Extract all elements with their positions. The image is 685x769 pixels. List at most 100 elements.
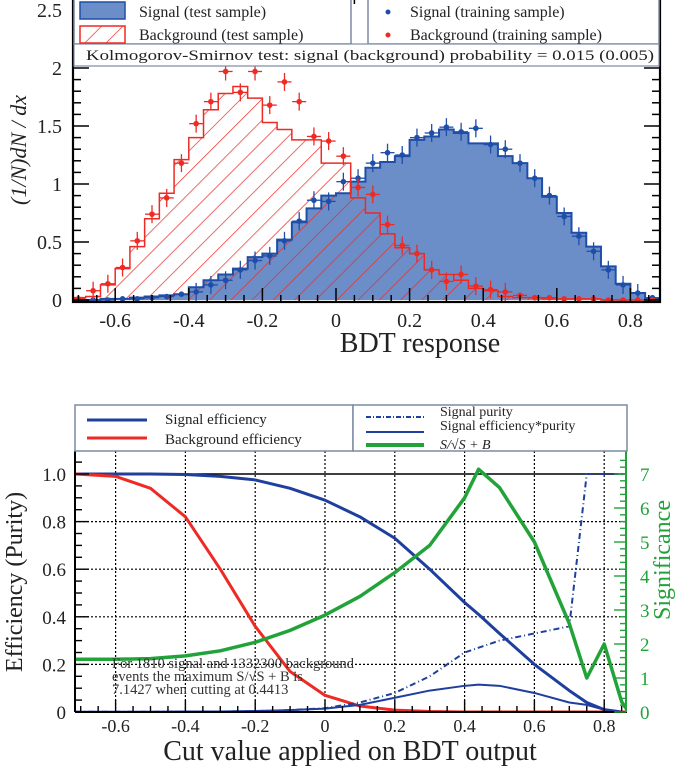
background-train-point (193, 120, 199, 127)
signal-train-point (487, 141, 494, 148)
signal-train-point (355, 175, 361, 181)
signal-train-point (252, 257, 258, 264)
legend-signal-eff-purity: Signal efficiency*purity (440, 419, 575, 434)
legend-significance: S/√S + B (440, 438, 491, 453)
signal-train-point (634, 290, 641, 296)
background-train-point (605, 297, 612, 302)
signal-train-point (620, 282, 626, 288)
signal-train-point (517, 160, 523, 166)
bottom-x-tick-label: -0.6 (101, 716, 130, 736)
background-train-point (149, 211, 155, 217)
signal-train-point (531, 175, 538, 181)
signal-train-point (340, 178, 347, 185)
annotation-line-1: For 1810 signal and 1332300 background (112, 656, 355, 672)
background-train-point (384, 221, 391, 228)
signal-train-point (473, 125, 479, 132)
background-train-point (90, 287, 96, 294)
background-train-point (428, 267, 435, 273)
bottom-legend: Signal efficiency Background efficiency … (74, 404, 628, 453)
background-train-point (546, 294, 553, 301)
signal-train-point (370, 160, 376, 166)
background-train-point (266, 102, 273, 108)
signal-train-point (163, 293, 170, 300)
top-y-tick-label: 2 (52, 58, 62, 80)
top-x-tick-label: -0.2 (247, 310, 279, 332)
significance-tick-label: 5 (640, 533, 650, 554)
signal-train-point (605, 267, 612, 273)
bottom-y-tick-label: 0 (57, 703, 67, 724)
signal-train-point (458, 129, 464, 135)
background-train-point (634, 297, 641, 302)
top-x-tick-label: 0.2 (397, 310, 422, 332)
max-significance-annotation: For 1810 signal and 1332300 background e… (112, 656, 355, 698)
top-y-tick-label: 1.5 (37, 116, 62, 138)
signal-train-point (399, 152, 406, 158)
significance-curve (75, 467, 627, 712)
bottom-y-tick-label: 1.0 (42, 465, 66, 486)
legend-signal-efficiency: Signal efficiency (165, 412, 267, 428)
bottom-x-tick-label: 0.6 (523, 716, 546, 736)
bottom-x-tick-label: 0.8 (593, 716, 616, 736)
significance-tick-label: 2 (640, 635, 650, 656)
significance-tick-label: 4 (640, 567, 650, 588)
background-train-point (208, 98, 214, 105)
top-y-tick-label: 0 (52, 290, 62, 312)
background-train-point (531, 294, 538, 301)
background-train-point (458, 271, 464, 278)
signal-train-point (325, 198, 332, 205)
background-train-point (134, 238, 141, 244)
signal-train-point (281, 238, 288, 244)
top-x-tick-label: 0.8 (618, 310, 643, 332)
significance-tick-label: 6 (640, 499, 650, 520)
significance-tick-label: 0 (640, 703, 650, 724)
background-train-point (163, 195, 170, 201)
background-train-marker-icon (385, 32, 391, 38)
signal-train-point (134, 296, 141, 302)
background-test-histogram-fill (73, 86, 660, 300)
legend-signal-train: Signal (training sample) (410, 4, 565, 21)
top-x-tick-label: -0.4 (173, 310, 205, 332)
top-chart: -0.6 -0.4 -0.2 0 0.2 0.4 0.6 0.8 0 0.5 1 1.5 2 2.5 Si… (6, 0, 662, 359)
signal-train-point (384, 149, 391, 156)
background-train-point (487, 286, 494, 293)
bottom-y-tick-label: 0.2 (42, 655, 66, 676)
bottom-x-tick-label: -0.2 (241, 716, 270, 736)
top-x-tick-label: 0 (331, 310, 341, 332)
significance-tick-label: 7 (640, 465, 650, 486)
background-train-point (443, 278, 450, 285)
background-train-point (414, 250, 420, 257)
bottom-y-tick-label: 0.8 (42, 513, 66, 534)
background-train-point (178, 160, 185, 166)
signal-train-point (576, 233, 582, 239)
signal-train-point (222, 277, 229, 284)
background-train-point (620, 297, 626, 302)
bottom-x-tick-label: 0.2 (384, 716, 407, 736)
top-y-tick-label: 1 (52, 174, 62, 196)
signal-train-point (237, 267, 244, 273)
top-x-axis-label: BDT response (340, 328, 500, 359)
ks-test-text: Kolmogorov-Smirnov test: signal (backgro… (86, 48, 654, 64)
signal-train-point (546, 192, 553, 199)
background-train-point (370, 191, 376, 198)
top-x-tick-label: 0.4 (471, 310, 496, 332)
background-train-point (252, 68, 258, 75)
background-train-point (311, 133, 317, 140)
signal-train-marker-icon (385, 9, 391, 15)
signal-train-point (119, 296, 126, 302)
signal-train-point (105, 297, 111, 302)
ks-test-box (73, 43, 660, 67)
legend-background-test: Background (test sample) (139, 27, 303, 44)
annotation-line-2: events the maximum S/√S + B is (112, 669, 303, 685)
background-train-point (502, 289, 509, 295)
bottom-y-axis-label: Efficiency (Purity) (2, 492, 28, 672)
background-train-point (237, 89, 244, 96)
top-legend: Signal (test sample) Background (test sa… (73, 0, 660, 67)
signal-train-point (193, 289, 199, 295)
bottom-x-tick-label: 0 (321, 716, 330, 736)
significance-tick-label: 3 (640, 601, 650, 622)
bottom-y2-axis-label: Significance (650, 500, 676, 620)
legend-signal-test: Signal (test sample) (139, 4, 266, 21)
signal-train-point (428, 130, 435, 136)
legend-background-efficiency: Background efficiency (165, 432, 302, 448)
signal-train-point (296, 218, 303, 224)
